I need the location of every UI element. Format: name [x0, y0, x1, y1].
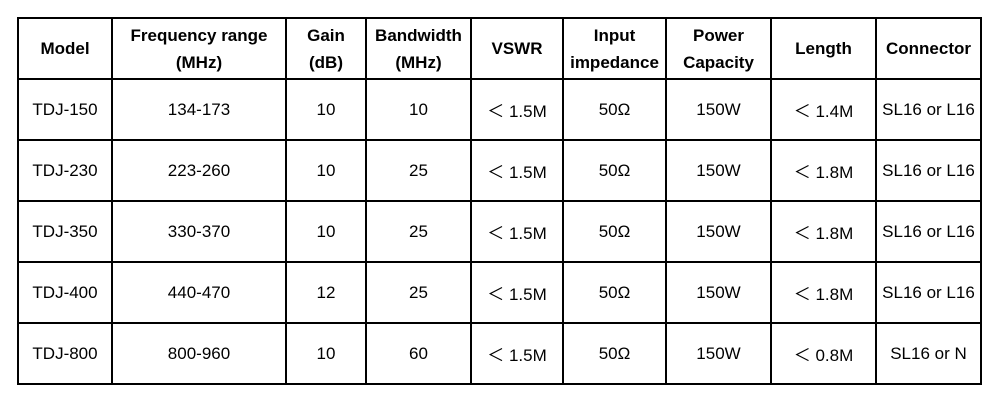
table-cell: SL16 or L16	[875, 139, 982, 202]
table-cell: 10	[365, 78, 472, 141]
table-cell: ＜ 1.8M	[770, 139, 877, 202]
table-cell: 12	[285, 261, 367, 324]
table-cell: 60	[365, 322, 472, 385]
table-cell: TDJ-800	[17, 322, 113, 385]
table-body: TDJ-150 134-173 10 10 ＜ 1.5M 50Ω 150W ＜ 1.4M SL1…	[17, 78, 982, 385]
table-cell: 134-173	[111, 78, 287, 141]
table-cell: 50Ω	[562, 261, 667, 324]
spec-table: Model Frequency range (MHz) Gain (dB) Bandw…	[17, 17, 982, 385]
header-cell: Power Capacity	[665, 17, 772, 80]
table-cell: ＜ 1.5M	[470, 261, 564, 324]
table-cell: 25	[365, 139, 472, 202]
table-cell: ＜ 0.8M	[770, 322, 877, 385]
table-cell: 223-260	[111, 139, 287, 202]
table-cell: SL16 or N	[875, 322, 982, 385]
table-cell: 150W	[665, 200, 772, 263]
table-cell: TDJ-350	[17, 200, 113, 263]
table-cell: SL16 or L16	[875, 78, 982, 141]
header-cell: Gain (dB)	[285, 17, 367, 80]
table-cell: 150W	[665, 139, 772, 202]
table-cell: 10	[285, 139, 367, 202]
table-cell: ＜ 1.5M	[470, 322, 564, 385]
table-cell: 10	[285, 78, 367, 141]
table-row: TDJ-230 223-260 10 25 ＜ 1.5M 50Ω 150W ＜ 1.8M SL1…	[17, 139, 982, 202]
table-cell: 25	[365, 261, 472, 324]
table-cell: 50Ω	[562, 322, 667, 385]
table-cell: ＜ 1.5M	[470, 200, 564, 263]
table-cell: 440-470	[111, 261, 287, 324]
table-row: TDJ-400 440-470 12 25 ＜ 1.5M 50Ω 150W ＜ 1.8M SL1…	[17, 261, 982, 324]
header-cell: VSWR	[470, 17, 564, 80]
table-cell: 50Ω	[562, 200, 667, 263]
table-cell: 150W	[665, 261, 772, 324]
header-cell: Bandwidth (MHz)	[365, 17, 472, 80]
table-cell: 50Ω	[562, 139, 667, 202]
header-cell: Model	[17, 17, 113, 80]
header-cell: Connector	[875, 17, 982, 80]
header-cell: Input impedance	[562, 17, 667, 80]
table-cell: ＜ 1.8M	[770, 200, 877, 263]
table-row: TDJ-150 134-173 10 10 ＜ 1.5M 50Ω 150W ＜ 1.4M SL1…	[17, 78, 982, 141]
table-cell: 330-370	[111, 200, 287, 263]
table-cell: 25	[365, 200, 472, 263]
table-cell: 800-960	[111, 322, 287, 385]
table-cell: TDJ-150	[17, 78, 113, 141]
table-cell: ＜ 1.4M	[770, 78, 877, 141]
table-cell: ＜ 1.8M	[770, 261, 877, 324]
header-row: Model Frequency range (MHz) Gain (dB) Bandw…	[17, 17, 982, 80]
table-cell: TDJ-400	[17, 261, 113, 324]
table-cell: TDJ-230	[17, 139, 113, 202]
table-row: TDJ-350 330-370 10 25 ＜ 1.5M 50Ω 150W ＜ 1.8M SL1…	[17, 200, 982, 263]
table-cell: SL16 or L16	[875, 261, 982, 324]
table-cell: SL16 or L16	[875, 200, 982, 263]
table-cell: 150W	[665, 78, 772, 141]
header-cell: Length	[770, 17, 877, 80]
header-cell: Frequency range (MHz)	[111, 17, 287, 80]
table-cell: 50Ω	[562, 78, 667, 141]
table-cell: ＜ 1.5M	[470, 78, 564, 141]
table-cell: 10	[285, 322, 367, 385]
table-cell: 10	[285, 200, 367, 263]
table-row: TDJ-800 800-960 10 60 ＜ 1.5M 50Ω 150W ＜ 0.8M SL1…	[17, 322, 982, 385]
table-cell: 150W	[665, 322, 772, 385]
table-cell: ＜ 1.5M	[470, 139, 564, 202]
